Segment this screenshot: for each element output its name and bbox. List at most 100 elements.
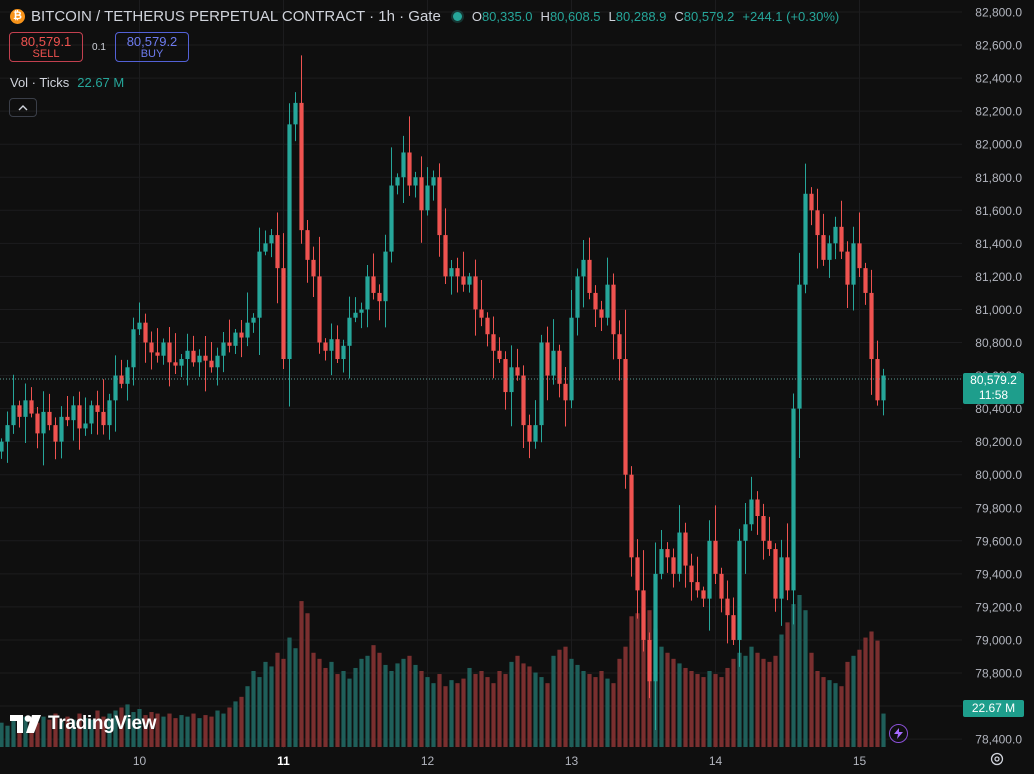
gear-icon[interactable]	[989, 751, 1005, 767]
ohlc-value: 80,335.0	[481, 8, 533, 24]
volume-bar	[221, 713, 226, 747]
volume-bar	[527, 666, 532, 747]
price-tick-label: 81,000.0	[975, 303, 1022, 317]
candle-body	[809, 193, 814, 211]
order-quantity[interactable]: 0.1	[92, 41, 106, 53]
ohlc-key: C	[674, 8, 684, 24]
last-price-label: 80,579.2 11:58	[963, 373, 1024, 404]
buy-button[interactable]: 80,579.2 BUY	[115, 32, 189, 62]
candle-body	[593, 292, 598, 310]
candle-body	[749, 499, 754, 525]
candle-body	[449, 268, 454, 277]
candle-body	[275, 235, 280, 269]
sell-price: 80,579.1	[20, 34, 72, 49]
volume-bar	[125, 704, 130, 747]
volume-bar	[677, 663, 682, 747]
volume-bar	[581, 671, 586, 747]
candle-body	[605, 284, 610, 318]
symbol-title[interactable]: BITCOIN / TETHERUS PERPETUAL CONTRACT · …	[31, 7, 441, 25]
ohlc-item: +244.1 (+0.30%)	[742, 9, 839, 24]
volume-bar	[791, 604, 796, 747]
candle-body	[773, 549, 778, 599]
candle-body	[23, 400, 28, 417]
ohlc-item: H80,608.5	[541, 9, 601, 24]
candle-body	[629, 474, 634, 558]
candle-body	[503, 359, 508, 393]
volume-bar	[425, 677, 430, 747]
candle-body	[635, 557, 640, 591]
price-tick-label: 82,200.0	[975, 105, 1022, 119]
volume-bar	[863, 637, 868, 747]
price-tick-label: 78,800.0	[975, 667, 1022, 681]
volume-bar	[275, 652, 280, 747]
volume-bar	[851, 655, 856, 747]
volume-bar	[287, 637, 292, 747]
candle-body	[245, 322, 250, 338]
market-open-icon	[452, 11, 462, 21]
volume-bar	[167, 713, 172, 747]
volume-bar	[503, 674, 508, 747]
candle-body	[209, 360, 214, 368]
volume-bar	[89, 719, 94, 747]
volume-bar	[233, 701, 238, 747]
volume-bar	[383, 664, 388, 747]
candle-body	[425, 185, 430, 211]
price-tick-label: 82,000.0	[975, 138, 1022, 152]
price-tick-label: 79,400.0	[975, 567, 1022, 581]
volume-bar	[803, 610, 808, 747]
volume-bar	[323, 667, 328, 747]
candle-body	[203, 355, 208, 361]
volume-bar	[203, 715, 208, 747]
candle-body	[197, 355, 202, 363]
volume-bar	[635, 613, 640, 747]
candle-body	[401, 152, 406, 178]
sell-button[interactable]: 80,579.1 SELL	[9, 32, 83, 62]
volume-bar	[599, 671, 604, 747]
candle-body	[509, 367, 514, 393]
price-tick-label: 81,800.0	[975, 171, 1022, 185]
volume-bar	[707, 671, 712, 747]
collapse-legend-button[interactable]	[9, 98, 37, 117]
lightning-icon[interactable]	[889, 724, 908, 743]
volume-bar	[305, 613, 310, 747]
volume-bar	[845, 661, 850, 747]
volume-bar	[119, 707, 124, 747]
time-tick-label: 10	[133, 754, 147, 768]
volume-bar	[245, 686, 250, 747]
price-tick-label: 81,200.0	[975, 270, 1022, 284]
candle-body	[761, 516, 766, 541]
volume-bar	[563, 646, 568, 747]
grid-lines	[0, 0, 962, 748]
candle-body	[353, 312, 358, 318]
volume-bar	[737, 652, 742, 747]
time-axis[interactable]: 9101112131415	[0, 754, 867, 768]
volume-bar	[299, 601, 304, 747]
volume-bar	[269, 666, 274, 747]
candle-body	[743, 524, 748, 541]
volume-bar	[587, 674, 592, 747]
volume-bar	[389, 671, 394, 747]
candle-body	[563, 383, 568, 401]
candle-body	[53, 425, 58, 442]
candle-body	[101, 411, 106, 426]
volume-bar	[365, 655, 370, 747]
candle-body	[287, 124, 292, 360]
last-price-value: 80,579.2	[970, 373, 1017, 387]
candle-body	[575, 276, 580, 318]
tradingview-logo[interactable]: TradingView	[10, 713, 157, 735]
candle-body	[455, 268, 460, 277]
candle-body	[11, 405, 16, 426]
candle-body	[689, 565, 694, 583]
volume-bar	[875, 640, 880, 747]
candle-body	[311, 259, 316, 277]
volume-bar	[317, 658, 322, 747]
candle-body	[59, 416, 64, 442]
volume-legend[interactable]: Vol · Ticks 22.67 M	[10, 75, 124, 90]
price-tick-label: 81,400.0	[975, 237, 1022, 251]
candle-body	[461, 276, 466, 285]
volume-bar	[131, 712, 136, 747]
candle-body	[491, 334, 496, 351]
volume-bar	[701, 677, 706, 747]
volume-bar	[107, 713, 112, 747]
